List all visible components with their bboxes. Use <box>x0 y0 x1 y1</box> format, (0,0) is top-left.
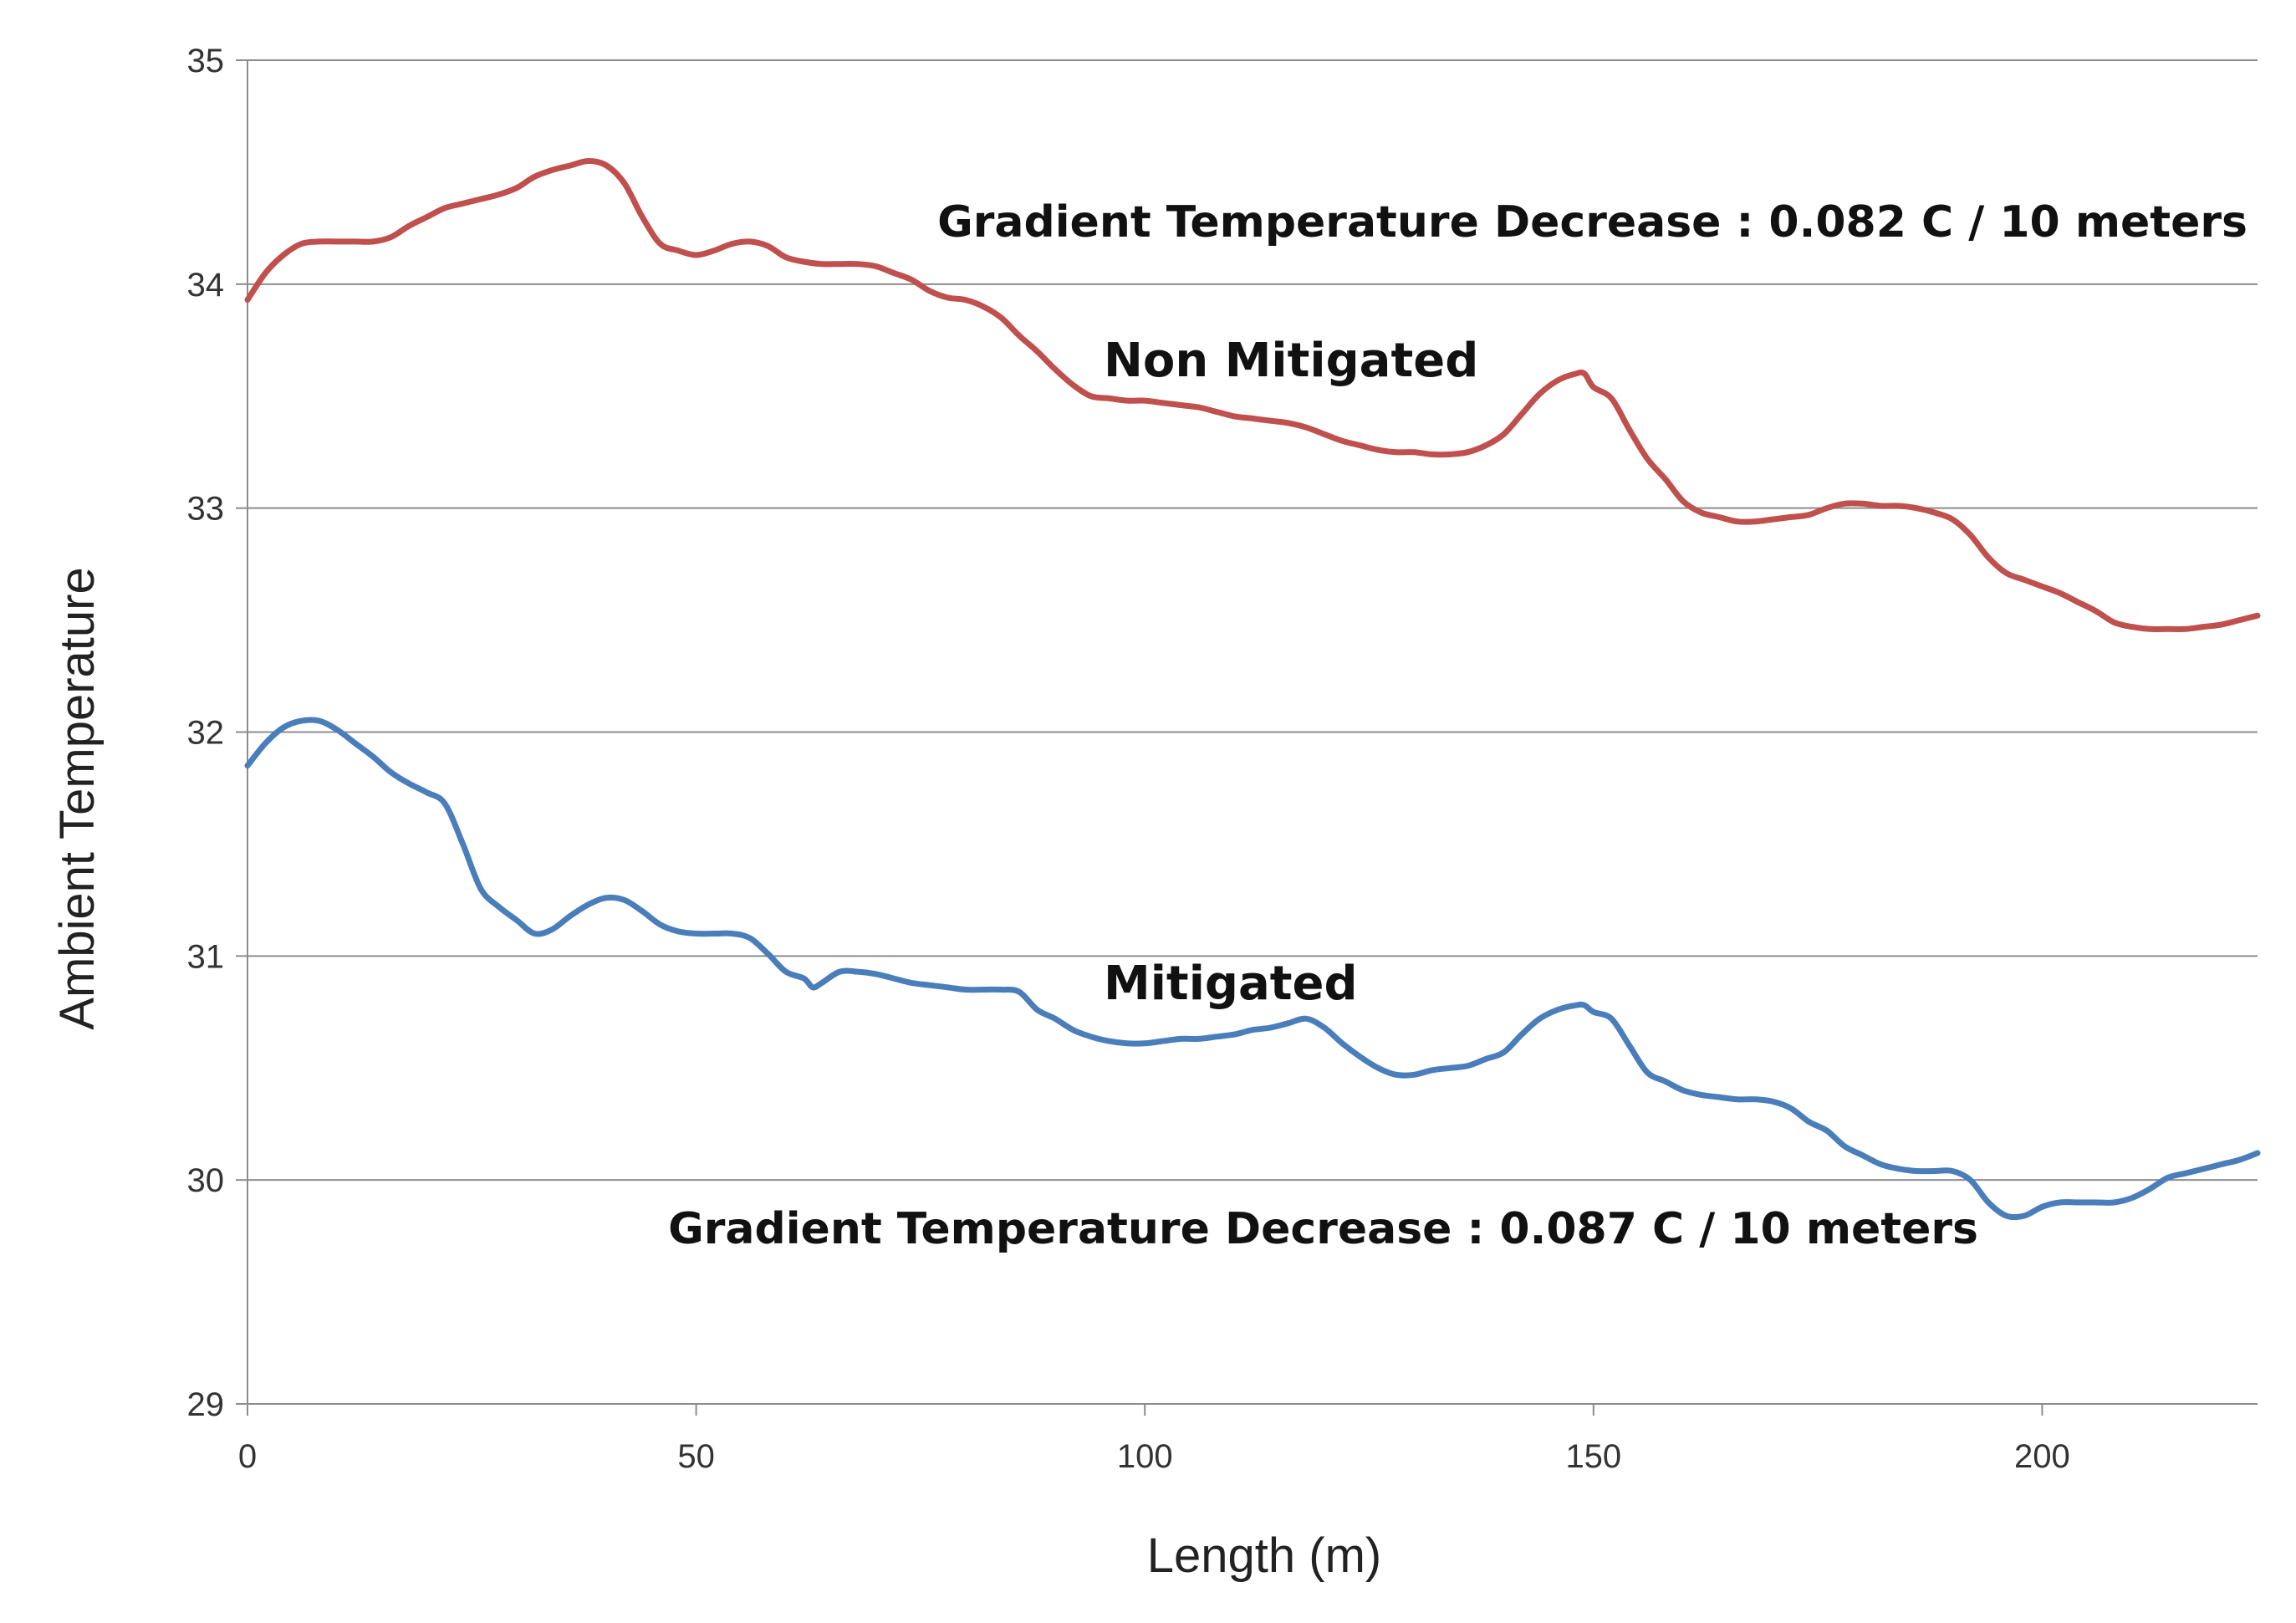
x-tick-label-200: 200 <box>2014 1438 2070 1475</box>
annotation-mitigated-gradient: Gradient Temperature Decrease : 0.087 C … <box>668 1204 1978 1254</box>
y-tick-label-33: 33 <box>187 491 225 528</box>
y-tick-label-29: 29 <box>187 1386 225 1423</box>
y-tick-label-34: 34 <box>187 267 225 304</box>
x-tick-label-100: 100 <box>1117 1438 1173 1475</box>
x-axis-title: Length (m) <box>1147 1529 1381 1583</box>
x-tick-label-150: 150 <box>1565 1438 1621 1475</box>
y-tick-label-30: 30 <box>187 1162 225 1199</box>
y-tick-label-32: 32 <box>187 715 225 752</box>
y-tick-label-35: 35 <box>187 43 225 79</box>
series-label-non-mitigated: Non Mitigated <box>1104 334 1478 388</box>
y-tick-label-31: 31 <box>187 938 225 975</box>
x-tick-label-0: 0 <box>238 1438 257 1475</box>
gridlines <box>247 59 2258 1182</box>
annotation-non-mitigated-gradient: Gradient Temperature Decrease : 0.082 C … <box>937 197 2248 248</box>
series-label-mitigated: Mitigated <box>1104 957 1358 1011</box>
series-lines <box>244 158 2261 1221</box>
series-line-mitigated <box>244 717 2261 1221</box>
chart-labels: Length (m) Ambient Temperature Gradient … <box>50 197 2248 1583</box>
x-tick-label-50: 50 <box>677 1438 715 1475</box>
series-line-non-mitigated <box>244 158 2261 632</box>
axes: 29 30 31 32 33 34 35 0 50 100 150 200 <box>187 43 2258 1475</box>
y-axis-title: Ambient Temperature <box>50 567 105 1029</box>
